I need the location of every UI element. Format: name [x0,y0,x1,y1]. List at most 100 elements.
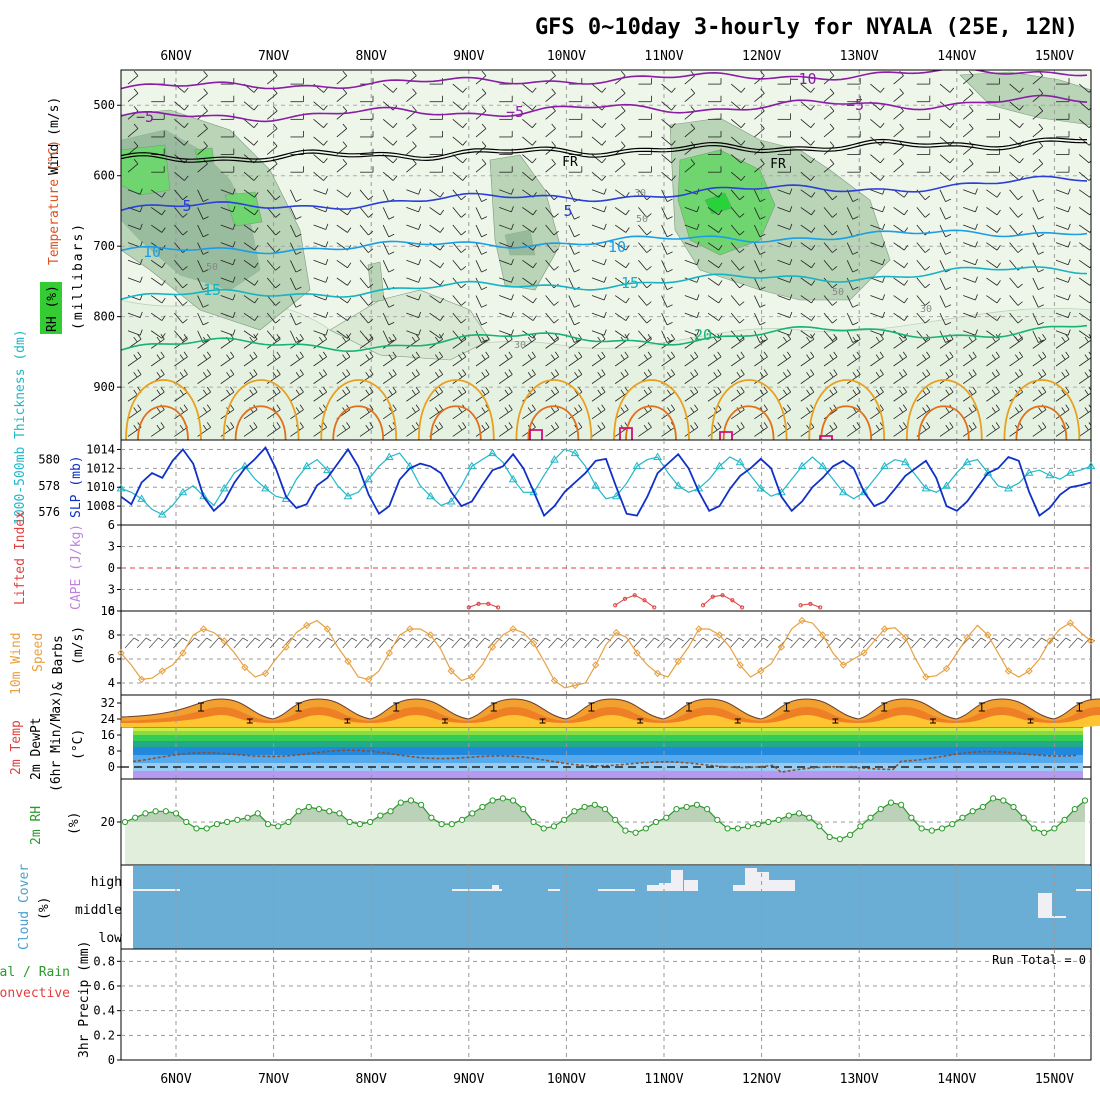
rh-2m-point [714,816,721,823]
wind-barb [1055,189,1069,195]
wind-barb [846,295,854,308]
wind-barb [939,409,954,420]
wind-barb [499,312,512,318]
wind-barb-feather [1089,247,1091,251]
wind-10m-point [117,649,125,657]
wind-barb-feather [275,266,281,271]
wind-barb-feather [902,351,908,358]
wind-barb-feather [899,424,904,431]
wind-barb-feather [810,158,815,164]
wind-barb-feather [829,70,835,76]
date-label-bottom: 6NOV [160,1072,191,1087]
wind-barb-feather [882,276,886,283]
wind-10m-barb-feather [206,637,212,642]
wind-barb [545,312,555,324]
wind-barb-feather [597,424,602,431]
wind-barb-feather [829,123,835,129]
wind-barb [1055,207,1069,213]
wind-10m-barb-feather [799,637,805,642]
wind-barb-feather [759,251,766,255]
temp-grid [121,695,1091,779]
lifted-index-point [700,603,706,608]
wind-barb [290,356,304,367]
wind-10m-barb [403,637,413,649]
rh-contour [489,154,561,291]
wind-barb-feather [388,424,393,431]
lifted-index-point [739,605,745,610]
wind-barb [429,312,441,321]
wind-barb [522,356,536,367]
wind-barb [243,207,255,216]
wind-barb-feather [203,70,208,76]
wind-barb [800,207,812,216]
date-label-bottom: 7NOV [258,1072,289,1087]
thickness-point [199,491,208,500]
rh-2m-point [469,810,476,817]
wind-barb-feather [625,244,630,251]
wind-barb-feather [322,334,328,340]
wind-barb-feather [760,70,765,76]
wind-barb [962,426,977,437]
wind-barb [406,163,417,173]
wind-barb-feather [412,88,417,94]
wind-barb [406,356,420,367]
axis-tick-label: 4 [108,676,115,690]
isotherm-30 [332,405,385,440]
wind-barb-feather [718,262,723,268]
wind-barb-feather [922,424,927,431]
wind-barb [777,259,790,266]
wind-barb-feather [418,188,422,195]
wind-barb-feather [156,424,161,431]
wind-barb-feather [811,333,816,339]
wind-barb-feather [718,192,723,198]
wind-barb-feather [810,87,815,93]
wind-barb-feather [392,87,398,93]
axis-tick-label: 500 [93,98,115,112]
wind-barb-feather [202,216,209,220]
wind-barb-feather [603,294,607,301]
wind-barb [266,391,281,402]
wind-barb-feather [833,422,838,428]
wind-barb [522,259,534,269]
wind-barb-feather [299,369,304,375]
wind-barb-feather [160,386,165,393]
axis-tick-label: 20 [101,815,115,829]
wind-barb-feather [926,386,931,393]
cloud-cover-bars [133,868,1091,918]
wind-barb [545,426,559,437]
wind-barb-feather [418,329,422,336]
wind-barb-feather [856,334,861,340]
rh-2m-point [479,803,486,811]
wind-barb-feather [411,354,416,360]
wind-barb [661,356,675,367]
wind-barb [545,75,556,85]
axis-tick-label: 8 [108,744,115,758]
rh-2m-point [336,810,343,817]
wind-barb-feather [299,404,304,410]
wind-barb-feather [275,248,281,253]
wind-barb [1009,277,1019,289]
lifted-index-line [468,603,499,608]
wind-barb [684,391,699,402]
wind-barb-feather [179,389,184,396]
wind-barb-feather [230,369,235,375]
wind-barb [522,409,536,420]
wind-barb-feather [832,248,838,253]
wind-barb-feather [1061,354,1066,360]
wind-barb [1078,171,1090,181]
wind-barb [1032,163,1044,173]
wind-barb-feather [811,280,816,286]
wind-barb-feather [531,351,536,358]
isotherm-label: −10 [789,70,816,88]
wind-barb-feather [295,269,302,273]
wind-barb [893,110,904,120]
wind-barb-feather [1038,389,1043,396]
wind-barb-feather [226,389,231,396]
wind-barb-feather [625,262,630,268]
wind-barb [870,242,883,248]
rh-2m-point [295,808,302,815]
wind-barb-feather [601,404,606,410]
thickness-point [137,494,147,502]
wind-barb-feather [323,87,328,93]
